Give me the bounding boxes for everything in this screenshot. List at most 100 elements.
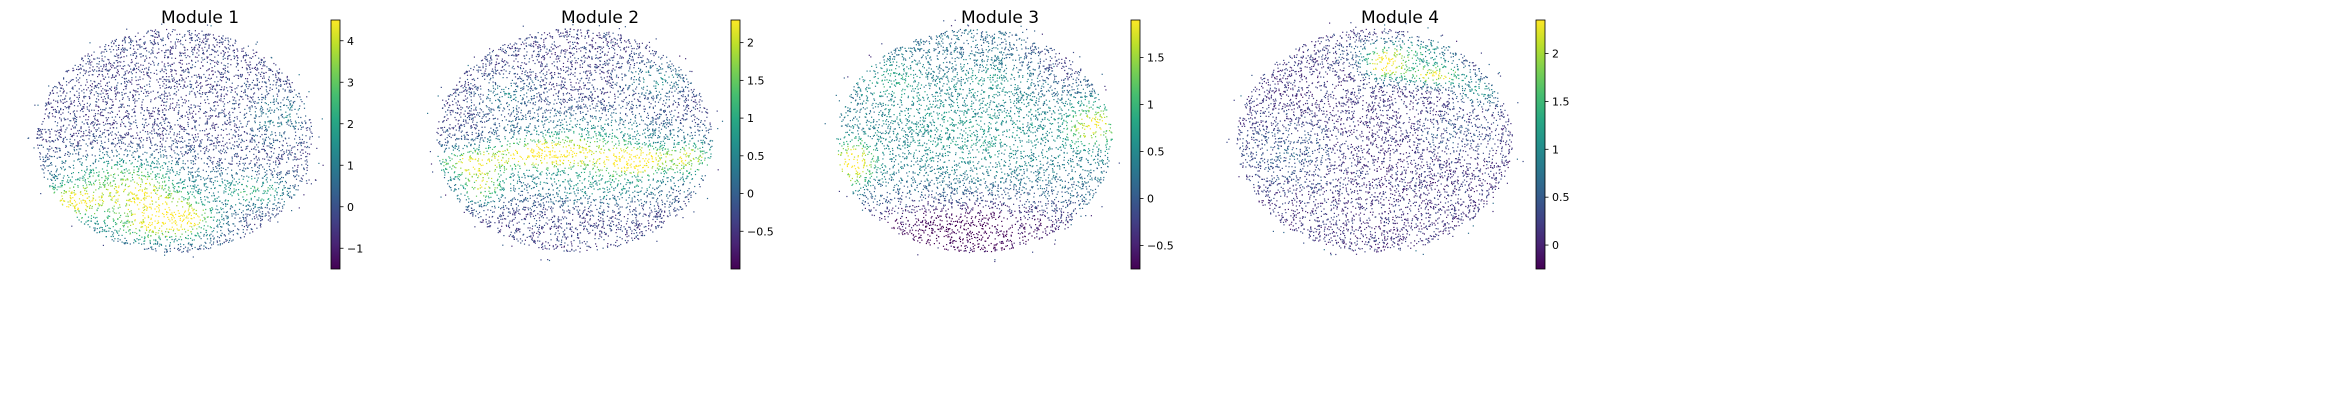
- scatter-point: [197, 157, 200, 159]
- scatter-point: [184, 52, 186, 54]
- scatter-point: [115, 164, 117, 166]
- scatter-point: [270, 216, 272, 219]
- scatter-point: [178, 215, 180, 217]
- scatter-point: [112, 74, 114, 76]
- scatter-point: [186, 67, 189, 69]
- scatter-point: [195, 201, 197, 203]
- scatter-point: [243, 82, 246, 84]
- scatter-point: [245, 52, 247, 54]
- scatter-point: [54, 179, 56, 181]
- scatter-point: [119, 65, 121, 67]
- scatter-point: [242, 50, 244, 52]
- scatter-point: [140, 53, 142, 55]
- scatter-point: [46, 108, 48, 110]
- scatter-point: [265, 81, 267, 83]
- scatter-point: [42, 164, 44, 166]
- scatter-point: [137, 134, 139, 136]
- scatter-point: [130, 180, 132, 182]
- scatter-point: [42, 156, 44, 158]
- scatter-point: [199, 236, 201, 238]
- scatter-point: [169, 196, 171, 199]
- scatter-point: [169, 125, 171, 127]
- scatter-point: [206, 247, 208, 249]
- scatter-point: [228, 233, 230, 235]
- scatter-point: [51, 174, 53, 176]
- scatter-point: [231, 240, 233, 242]
- scatter-point: [164, 79, 166, 81]
- scatter-point: [157, 135, 159, 137]
- scatter-point: [145, 122, 147, 124]
- scatter-point: [101, 114, 104, 117]
- scatter-point: [170, 195, 172, 197]
- scatter-point: [135, 71, 137, 74]
- scatter-point: [261, 218, 263, 220]
- scatter-point: [262, 166, 264, 168]
- scatter-point: [94, 180, 96, 182]
- scatter-point: [91, 154, 93, 156]
- scatter-point: [101, 111, 103, 113]
- scatter-point: [236, 232, 238, 234]
- scatter-point: [222, 140, 224, 142]
- scatter-point: [72, 143, 74, 145]
- scatter-point: [126, 110, 129, 112]
- scatter-point: [195, 159, 197, 161]
- scatter-point: [74, 126, 76, 128]
- scatter-point: [80, 191, 82, 193]
- scatter-point: [117, 232, 119, 234]
- scatter-point: [105, 123, 107, 125]
- scatter-point: [232, 45, 234, 47]
- scatter-point: [121, 138, 123, 140]
- scatter-point: [155, 36, 157, 38]
- scatter-point: [123, 123, 125, 125]
- scatter-point: [171, 53, 173, 55]
- scatter-point: [259, 121, 261, 123]
- scatter-point: [217, 54, 219, 56]
- scatter-point: [219, 141, 221, 143]
- scatter-point: [120, 48, 122, 50]
- scatter-point: [180, 55, 182, 57]
- scatter-point: [144, 89, 146, 91]
- scatter-point: [128, 118, 130, 120]
- scatter-point: [214, 200, 216, 202]
- scatter-point: [167, 65, 169, 67]
- scatter-point: [166, 155, 168, 157]
- scatter-point: [222, 76, 224, 78]
- scatter-point: [207, 150, 209, 153]
- scatter-point: [63, 137, 65, 140]
- scatter-point: [81, 90, 83, 92]
- scatter-point: [128, 36, 130, 39]
- scatter-point: [82, 179, 84, 181]
- scatter-point: [73, 105, 76, 107]
- scatter-point: [207, 56, 209, 58]
- scatter-point: [199, 245, 201, 247]
- scatter-point: [185, 237, 187, 239]
- scatter-point: [165, 117, 167, 119]
- scatter-point: [89, 59, 91, 61]
- scatter-point: [106, 82, 108, 84]
- scatter-point: [148, 92, 150, 94]
- scatter-point: [64, 106, 66, 108]
- scatter-point: [187, 210, 189, 212]
- scatter-point: [277, 109, 280, 111]
- scatter-point: [58, 111, 60, 113]
- scatter-point: [225, 215, 227, 217]
- scatter-point: [249, 68, 251, 70]
- scatter-point: [253, 93, 255, 95]
- scatter-point: [236, 59, 238, 62]
- scatter-point: [72, 67, 74, 69]
- scatter-point: [141, 174, 143, 177]
- scatter-point: [151, 231, 153, 233]
- scatter-point: [76, 216, 78, 218]
- scatter-point: [266, 170, 268, 172]
- scatter-point: [44, 167, 46, 169]
- scatter-point: [282, 145, 284, 147]
- scatter-point: [204, 123, 206, 125]
- scatter-point: [227, 200, 229, 202]
- scatter-point: [206, 96, 208, 98]
- scatter-point: [216, 220, 218, 222]
- scatter-point: [185, 39, 187, 41]
- scatter-point: [78, 210, 80, 212]
- scatter-point: [272, 203, 274, 205]
- scatter-point: [297, 128, 299, 130]
- scatter-point: [169, 236, 171, 238]
